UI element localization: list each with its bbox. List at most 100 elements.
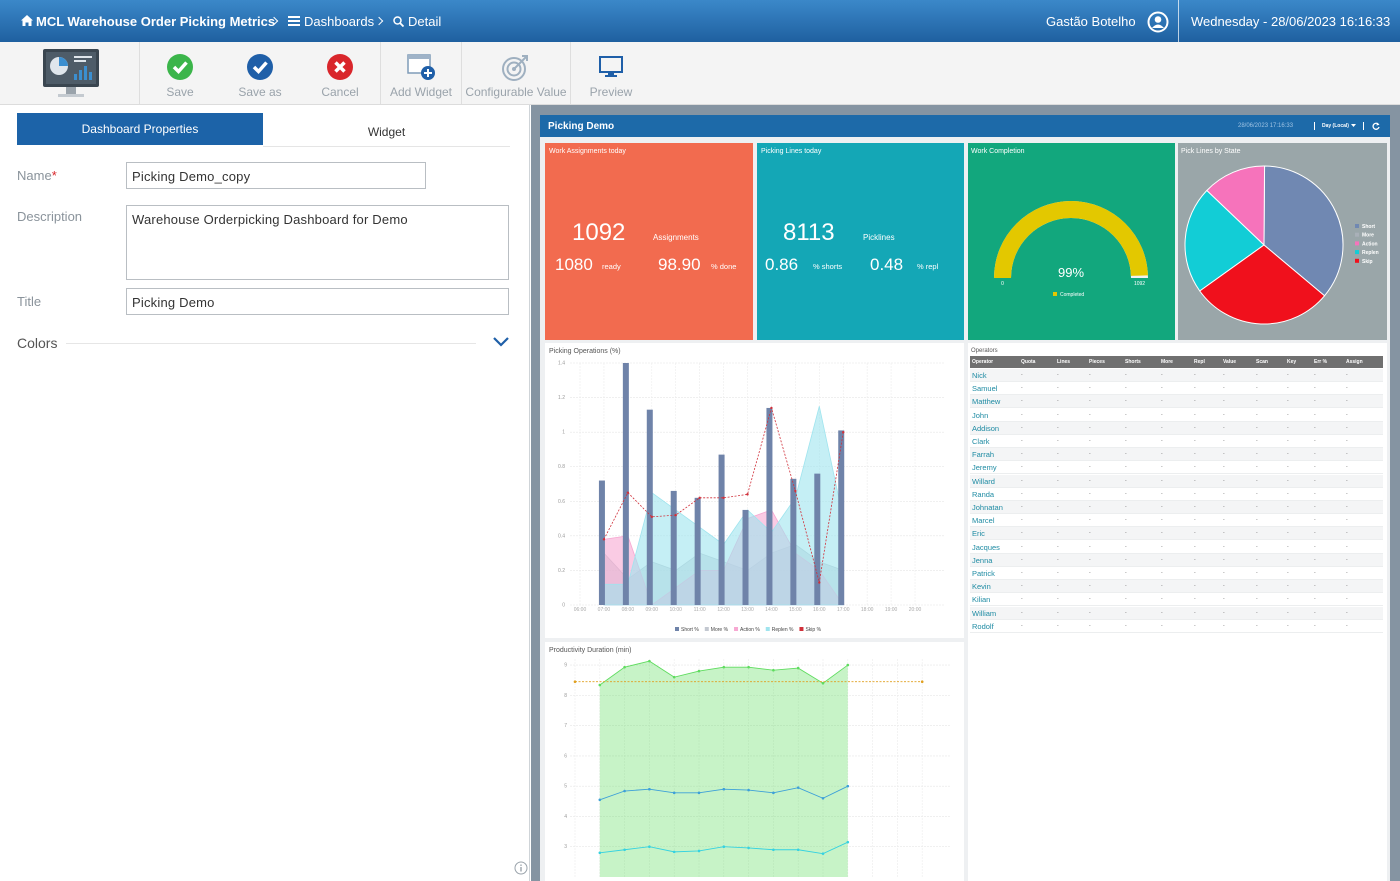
table-cell: - [1346, 411, 1348, 418]
table-cell: - [1346, 543, 1348, 550]
user-icon[interactable] [1147, 11, 1169, 33]
y-tick-label: 1 [562, 430, 565, 436]
toolbar-button[interactable]: Preview [589, 85, 633, 99]
table-cell: - [1194, 622, 1196, 629]
description-input[interactable]: Warehouse Orderpicking Dashboard for Dem… [126, 205, 509, 280]
table-cell: - [1314, 477, 1316, 484]
table-cell: - [1021, 596, 1023, 603]
legend-swatch [1053, 292, 1057, 296]
table-cell: - [1287, 451, 1289, 458]
toolbar-button[interactable]: Cancel [321, 85, 359, 99]
table-cell: - [1089, 583, 1091, 590]
save-as-icon[interactable] [247, 54, 273, 80]
name-input[interactable]: Picking Demo_copy [126, 162, 426, 189]
preview-icon[interactable] [599, 56, 623, 78]
point [697, 669, 701, 673]
table-cell: - [1057, 530, 1059, 537]
table-cell: - [1125, 424, 1127, 431]
y-tick-label: 0 [562, 603, 565, 609]
table-cell: - [1314, 490, 1316, 497]
table-cell: - [1089, 596, 1091, 603]
breadcrumb[interactable]: Detail [408, 14, 442, 29]
table-row [970, 501, 1383, 514]
title-input[interactable]: Picking Demo [126, 288, 509, 315]
table-cell: - [1256, 372, 1258, 378]
kpi-value: 1080 [555, 255, 593, 274]
table-row [970, 382, 1383, 396]
table-cell: - [1125, 464, 1127, 471]
area [599, 661, 848, 877]
table-cell: - [1346, 490, 1348, 497]
operator-name: Jenna [972, 555, 993, 565]
tab-active[interactable]: Dashboard Properties [17, 113, 263, 145]
table-cell: - [1256, 530, 1258, 537]
period-select[interactable]: Day (Local) [1322, 123, 1349, 129]
point [697, 849, 701, 853]
table-cell: - [1314, 556, 1316, 563]
table-cell: - [1089, 451, 1091, 458]
kpi-unit: % done [711, 262, 737, 271]
table-cell: - [1287, 517, 1289, 524]
expand-icon[interactable] [493, 337, 509, 347]
app-title[interactable]: MCL Warehouse Order Picking Metrics [36, 14, 276, 29]
table-cell: - [1314, 543, 1316, 550]
user-name[interactable]: Gastão Botelho [1046, 14, 1136, 29]
operator-name: Nick [972, 371, 987, 380]
point [846, 784, 850, 788]
x-tick-label: 18:00 [861, 607, 874, 613]
table-row [970, 540, 1383, 554]
legend-label: More [1362, 233, 1374, 239]
table-cell: - [1057, 622, 1059, 629]
legend-label: Action % [740, 627, 760, 633]
operator-name: Johnatan [972, 503, 1003, 512]
toolbar-button[interactable]: Save [166, 85, 194, 99]
y-tick-label: 8 [564, 693, 567, 699]
table-cell: - [1194, 464, 1196, 471]
point [796, 786, 800, 789]
table-cell: - [1287, 372, 1289, 378]
cancel-icon[interactable] [327, 54, 353, 80]
table-cell: - [1194, 477, 1196, 484]
target-icon[interactable] [502, 53, 530, 81]
kpi-main: 8113 [783, 219, 835, 246]
toolbar-button[interactable]: Configurable Value [465, 85, 567, 99]
operator-name: John [972, 410, 989, 420]
add-widget-icon[interactable] [407, 54, 437, 82]
table-cell: - [1287, 556, 1289, 563]
toolbar-button[interactable]: Save as [238, 85, 282, 99]
x-tick-label: 09:00 [646, 607, 659, 613]
table-cell: - [1161, 609, 1163, 616]
pie-chart: Short More Action Replen Skip [1184, 165, 1379, 325]
table-cell: - [1346, 609, 1348, 616]
table-row [970, 593, 1383, 607]
table-cell: - [1089, 490, 1091, 497]
legend-label: Completed [1060, 292, 1084, 298]
point [602, 538, 606, 541]
save-icon[interactable] [167, 54, 193, 80]
y-tick-label: 0.8 [558, 464, 565, 470]
table-cell: - [1223, 424, 1225, 431]
table-cell: - [1314, 583, 1316, 590]
bar [814, 473, 821, 605]
pie-slice [1263, 165, 1344, 297]
table-cell: - [1223, 622, 1225, 629]
info-icon[interactable] [514, 861, 528, 875]
widget-title: Productivity Duration (min) [549, 647, 632, 654]
separator [1314, 122, 1315, 130]
table-cell: - [1021, 411, 1023, 418]
label-text: Name [17, 168, 52, 183]
refresh-icon[interactable] [1372, 122, 1380, 130]
kpi-unit: Assignments [653, 233, 699, 242]
table-cell: - [1314, 385, 1316, 392]
column-header: Shorts [1125, 359, 1141, 365]
dropdown-arrow [1351, 124, 1356, 127]
table-cell: - [1125, 490, 1127, 497]
toolbar-button[interactable]: Add Widget [389, 85, 453, 99]
breadcrumb[interactable]: Dashboards [304, 14, 375, 29]
section-header[interactable]: Colors [17, 335, 58, 351]
table-cell: - [1161, 385, 1163, 392]
table-row [970, 527, 1383, 541]
table-cell: - [1346, 385, 1348, 392]
kpi-unit: % shorts [813, 262, 843, 271]
tab[interactable]: Widget [263, 118, 510, 147]
